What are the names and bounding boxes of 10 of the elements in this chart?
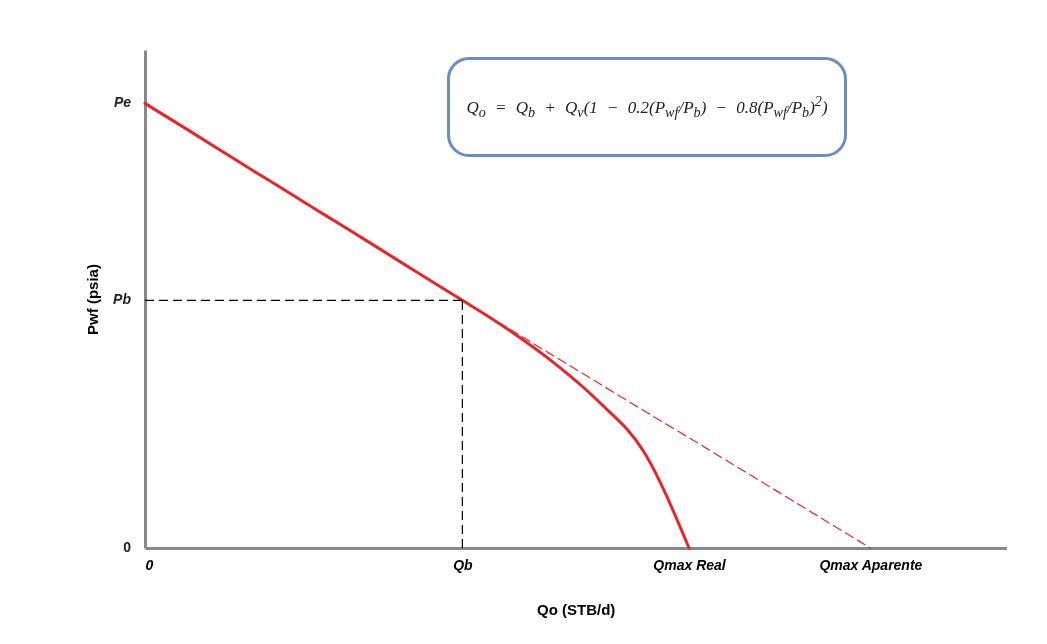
y-axis-title: Pwf (psia) — [83, 264, 101, 335]
text: 0 — [123, 539, 132, 555]
text: Pe — [113, 94, 132, 111]
ref-line-label: Pb — [113, 291, 132, 308]
x-axis-title: Qo (STB/d) — [537, 600, 616, 618]
x-tick-label: Qmax Real — [653, 556, 727, 573]
x-tick-label: 0 — [145, 556, 154, 573]
x-tick-label: Qmax Aparente — [819, 556, 923, 573]
rounded-frame: Q$_{o}$ = Q$_{b}$ + Q$_{v}$(1 − 0.2(P$_{wf}$/P$_{b}$) − 0.8(P$_{wf}$/P$_{b}$)$^{2}$) — [447, 57, 847, 157]
x-tick-label: Qb — [453, 556, 474, 573]
